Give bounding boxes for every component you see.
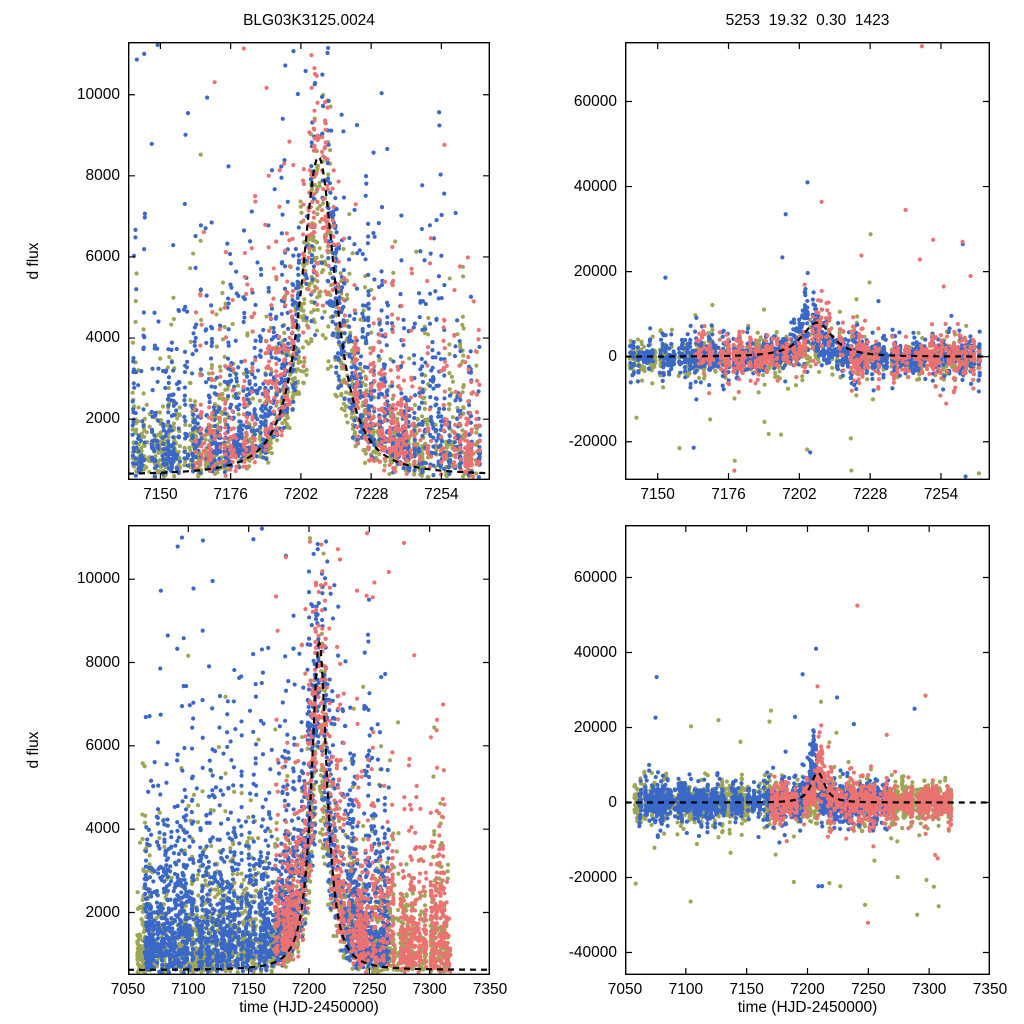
y-tick-label: 2000 (85, 903, 120, 921)
y-tick-label: 6000 (85, 247, 120, 265)
x-axis-label-bottom-left: time (HJD-2450000) (239, 999, 379, 1016)
plot-canvas-bottom-right (625, 525, 990, 975)
y-tick-label: 4000 (85, 820, 120, 838)
x-tick-label: 7228 (852, 486, 888, 503)
plot-canvas-bottom-left (128, 525, 490, 975)
x-tick-label: 7250 (851, 981, 886, 998)
panel-title-right: 5253 19.32 0.30 1423 (725, 12, 890, 29)
x-tick-label: 7200 (790, 981, 825, 998)
x-tick-label: 7176 (711, 486, 746, 503)
y-tick-label: -20000 (568, 868, 617, 886)
x-tick-label: 7176 (213, 486, 248, 503)
x-tick-label: 7254 (923, 486, 959, 503)
y-tick-label: 0 (608, 793, 617, 811)
x-tick-label: 7250 (352, 981, 387, 998)
x-tick-label: 7100 (668, 981, 704, 998)
y-tick-label: 60000 (573, 92, 617, 110)
x-tick-label: 7254 (424, 486, 459, 503)
y-tick-label: -40000 (568, 943, 617, 961)
x-tick-label: 7228 (353, 486, 389, 503)
y-tick-label: 4000 (85, 329, 120, 347)
y-tick-label: 6000 (85, 736, 120, 754)
x-tick-label: 7202 (782, 486, 817, 503)
x-tick-label: 7150 (231, 981, 266, 998)
y-tick-label: 40000 (573, 643, 617, 661)
x-tick-label: 7150 (729, 981, 764, 998)
x-tick-label: 7300 (412, 981, 447, 998)
x-tick-label: 7100 (171, 981, 206, 998)
y-tick-label: 60000 (573, 568, 617, 586)
x-axis-label-bottom-right: time (HJD-2450000) (737, 999, 878, 1016)
x-tick-label: 7300 (911, 981, 947, 998)
y-tick-label: 10000 (76, 85, 120, 103)
x-tick-label: 7350 (472, 981, 508, 998)
y-tick-label: 8000 (85, 653, 120, 671)
x-tick-label: 7202 (283, 486, 319, 503)
y-tick-label: 0 (608, 347, 617, 365)
x-tick-label: 7150 (143, 486, 178, 503)
y-tick-label: 2000 (85, 410, 120, 428)
x-tick-label: 7050 (607, 981, 643, 998)
panel-title-left: BLG03K3125.0024 (243, 12, 375, 29)
x-tick-label: 7200 (291, 981, 327, 998)
x-tick-label: 7050 (110, 981, 146, 998)
y-tick-label: -20000 (568, 432, 617, 450)
x-tick-label: 7350 (972, 981, 1008, 998)
plot-canvas-top-right (625, 42, 990, 480)
y-tick-label: 40000 (573, 177, 617, 195)
y-tick-label: 20000 (573, 718, 617, 736)
y-tick-label: 8000 (85, 166, 120, 184)
plot-canvas-top-left (128, 42, 490, 480)
y-tick-label: 10000 (76, 570, 120, 588)
y-tick-label: 20000 (573, 262, 617, 280)
x-tick-label: 7150 (640, 486, 675, 503)
